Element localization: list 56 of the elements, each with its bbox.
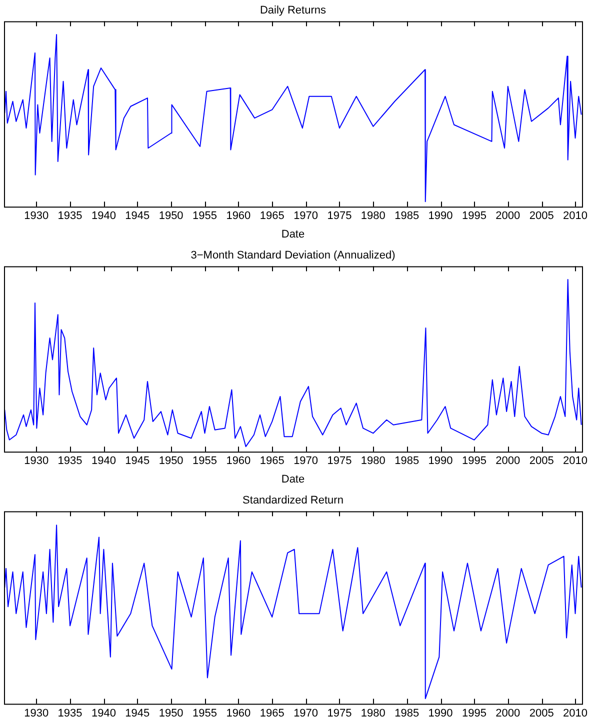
x-tick-label: 1940 [91, 210, 116, 222]
x-tick-label: 2005 [529, 707, 554, 720]
x-tick-label: 1990 [428, 455, 453, 468]
x-tick-label: 1945 [125, 210, 150, 222]
x-tick-label: 1975 [327, 210, 352, 222]
x-tick-label: 1980 [360, 707, 386, 720]
x-tick-label: 1965 [260, 455, 284, 468]
x-tick-label: 1945 [125, 455, 150, 468]
x-tick-label: 1955 [192, 210, 217, 222]
x-tick-label: 1985 [394, 707, 420, 720]
x-tick-label: 1980 [360, 210, 386, 222]
x-tick-label: 1990 [428, 210, 453, 222]
x-tick-label: 1965 [260, 210, 284, 222]
x-tick-label: 2000 [496, 707, 520, 720]
x-tick-label: 1965 [260, 707, 284, 720]
x-tick-label: 1955 [192, 707, 217, 720]
x-tick-label: 1970 [294, 455, 318, 468]
x-tick-label: 1975 [327, 707, 352, 720]
x-tick-label: 1970 [294, 210, 318, 222]
x-tick-label: 1980 [360, 455, 386, 468]
x-tick-label: 1935 [58, 210, 82, 222]
x-tick-label: 1995 [462, 455, 486, 468]
x-tick-label: 2010 [563, 210, 588, 222]
x-tick-label: 1990 [428, 707, 453, 720]
x-tick-label: 1960 [226, 455, 251, 468]
x-tick-label: 2000 [496, 210, 520, 222]
x-axis-title: Date [281, 473, 305, 486]
x-tick-label: 2010 [563, 707, 588, 720]
x-tick-label: 1955 [192, 455, 217, 468]
x-tick-label: 1940 [91, 455, 116, 468]
x-tick-label: 2010 [563, 455, 588, 468]
x-tick-label: 1935 [58, 707, 82, 720]
x-tick-label: 1970 [294, 707, 318, 720]
x-tick-label: 1960 [226, 707, 251, 720]
x-tick-label: 1950 [158, 455, 184, 468]
x-tick-label: 2000 [496, 455, 520, 468]
chart-title: Daily Returns [260, 4, 327, 17]
x-tick-label: 1995 [462, 210, 486, 222]
x-tick-label: 1930 [24, 455, 49, 468]
x-tick-label: 1995 [462, 707, 486, 720]
x-tick-label: 1960 [226, 210, 251, 222]
x-tick-label: 1985 [394, 455, 420, 468]
x-tick-label: 1945 [125, 707, 150, 720]
x-tick-label: 1940 [91, 707, 116, 720]
x-tick-label: 1950 [158, 707, 184, 720]
x-tick-label: 1930 [24, 707, 49, 720]
x-axis-title: Date [281, 228, 305, 240]
chart-title: Standardized Return [242, 494, 344, 507]
x-tick-label: 1975 [327, 455, 352, 468]
chart-title: 3−Month Standard Deviation (Annualized) [190, 250, 396, 262]
x-tick-label: 1950 [158, 210, 184, 222]
x-tick-label: 1985 [394, 210, 420, 222]
x-tick-label: 2005 [529, 210, 554, 222]
x-tick-label: 2005 [529, 455, 554, 468]
x-tick-label: 1930 [24, 210, 49, 222]
x-tick-label: 1935 [58, 455, 82, 468]
